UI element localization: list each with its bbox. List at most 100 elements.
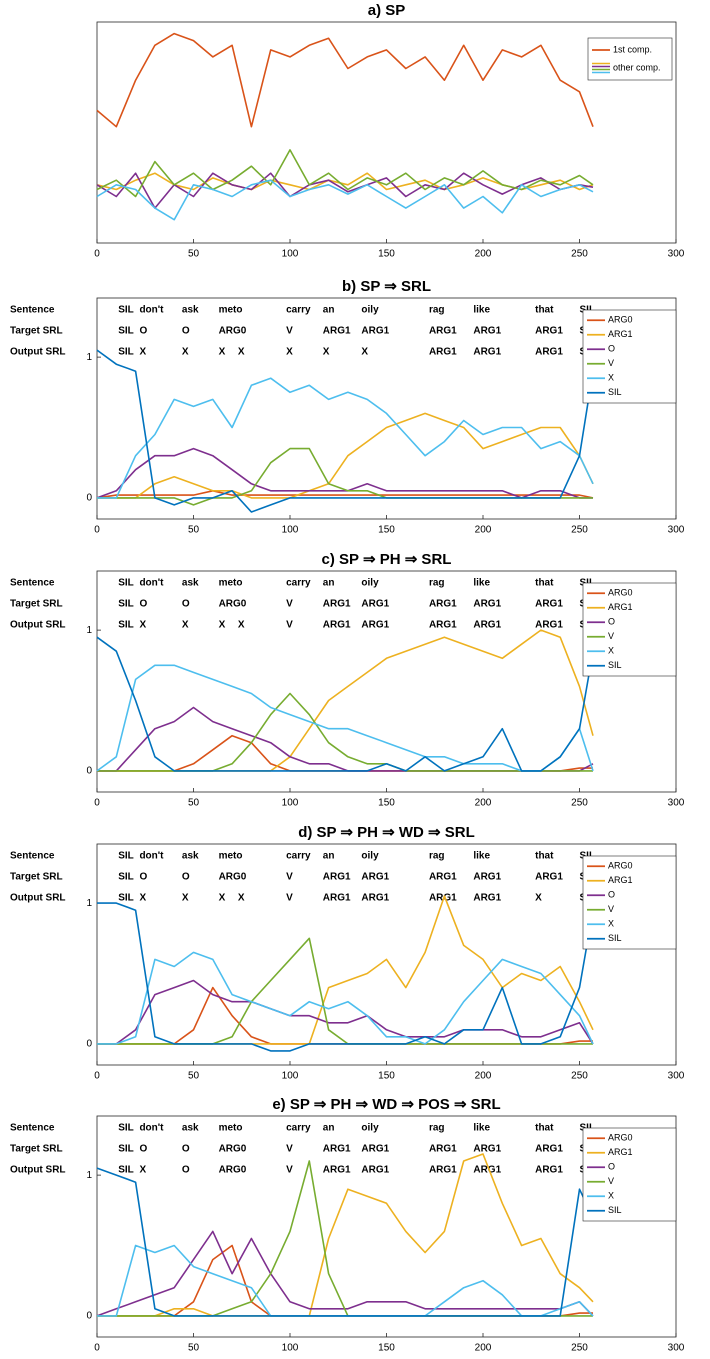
row-word: ARG0 [219,872,247,883]
row-word: O [182,1165,190,1176]
legend-label: ARG1 [608,602,633,612]
legend-label: O [608,890,615,900]
row-word: ARG1 [429,1144,457,1155]
row-word: X [286,347,293,358]
legend-label: X [608,646,614,656]
series-line [96,636,594,772]
row-word: X [139,347,146,358]
legend-label: ARG0 [608,588,633,598]
x-tick-label: 300 [668,798,685,809]
row-word: SIL [118,893,134,904]
legend-box [582,1127,677,1222]
row-word: X [219,893,226,904]
x-tick-label: 100 [282,798,299,809]
chart-title: e) SP ⇒ PH ⇒ WD ⇒ POS ⇒ SRL [272,1096,500,1113]
row-word: ARG1 [323,893,351,904]
legend-label: SIL [608,933,622,943]
row-word: ARG1 [473,893,501,904]
row-label: Output SRL [10,620,66,631]
series-line [97,979,594,1045]
row-word: oily [361,305,379,316]
series-line [96,664,594,772]
row-word: SIL [118,1165,134,1176]
row-word: X [219,347,226,358]
row-word: O [182,872,190,883]
row-word: SIL [118,1123,134,1134]
row-word: SIL [118,1144,134,1155]
row-word: ARG1 [323,872,351,883]
row-word: X [238,893,245,904]
row-word: like [473,851,490,862]
y-tick-label: 1 [86,898,92,909]
row-word: ARG0 [219,326,247,337]
row-word: rag [429,305,445,316]
series-line [96,149,594,198]
row-word: carry [286,1123,311,1134]
row-word: ARG1 [323,620,351,631]
row-word: ask [182,851,199,862]
row-label: Target SRL [10,599,63,610]
row-label: Sentence [10,851,55,862]
row-word: V [286,599,293,610]
row-word: X [182,347,189,358]
row-word: ARG1 [323,1144,351,1155]
row-word: like [473,578,490,589]
row-word: V [286,872,293,883]
legend-label: O [608,344,615,354]
legend-label: ARG0 [608,861,633,871]
x-tick-label: 0 [94,1071,100,1082]
row-word: O [182,326,190,337]
row-word: ARG1 [361,872,389,883]
row-word: ARG1 [323,1165,351,1176]
legend-box [582,855,677,950]
row-word: ARG1 [361,1165,389,1176]
row-word: V [286,1144,293,1155]
row-word: oily [361,1123,379,1134]
legend-label: X [608,919,614,929]
row-label: Sentence [10,1123,55,1134]
row-word: oily [361,578,379,589]
row-word: SIL [118,872,134,883]
row-word: ARG1 [429,620,457,631]
row-label: Output SRL [10,347,66,358]
series-line [97,1244,594,1317]
row-word: ARG1 [473,620,501,631]
row-word: SIL [118,347,134,358]
legend-label: O [608,617,615,627]
row-word: X [361,347,368,358]
chart-title: c) SP ⇒ PH ⇒ SRL [322,551,452,568]
row-word: oily [361,851,379,862]
row-word: ARG1 [535,620,563,631]
row-word: V [286,1165,293,1176]
x-tick-label: 0 [94,249,100,260]
row-word: X [323,347,330,358]
row-word: an [323,305,335,316]
legend-box [582,309,677,404]
row-word: carry [286,305,311,316]
row-word: ARG1 [473,1144,501,1155]
x-tick-label: 150 [378,1343,395,1354]
x-tick-label: 200 [475,525,492,536]
legend-label: X [608,373,614,383]
x-tick-label: 50 [188,798,200,809]
row-word: X [139,893,146,904]
row-word: SIL [118,620,134,631]
y-tick-label: 1 [86,1170,92,1181]
x-tick-label: 150 [378,1071,395,1082]
row-word: ARG1 [361,326,389,337]
series-line [97,412,594,499]
row-word: X [219,620,226,631]
row-label: Sentence [10,578,55,589]
series-line [97,951,594,1045]
row-word: an [323,578,335,589]
x-tick-label: 300 [668,1071,685,1082]
row-word: X [182,620,189,631]
row-word: ask [182,1123,199,1134]
row-word: an [323,851,335,862]
x-tick-label: 0 [94,525,100,536]
series-line [97,377,594,499]
x-tick-label: 50 [188,525,200,536]
row-label: Sentence [10,305,55,316]
chart-title: d) SP ⇒ PH ⇒ WD ⇒ SRL [298,824,475,841]
